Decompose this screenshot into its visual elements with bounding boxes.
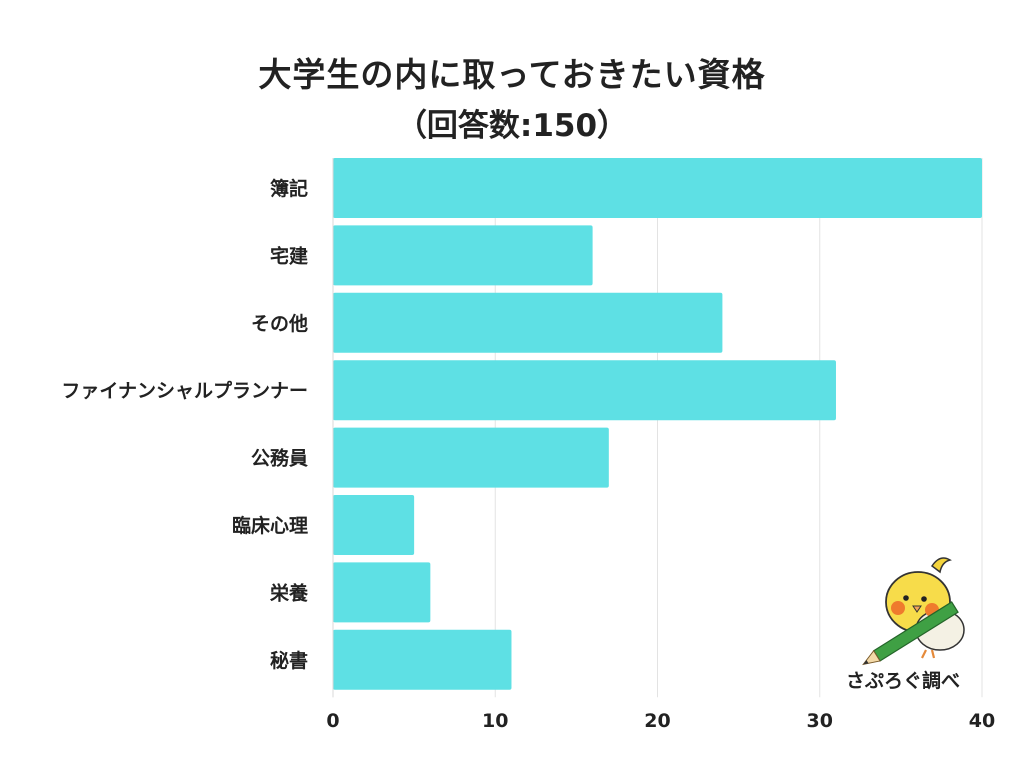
category-label: 宅建	[270, 244, 308, 267]
category-label: その他	[251, 312, 308, 335]
category-label: 公務員	[251, 447, 308, 470]
bar	[333, 292, 723, 353]
bar	[333, 562, 431, 623]
category-label: 簿記	[270, 177, 308, 200]
x-tick-label: 40	[969, 710, 995, 732]
source-credit: さぷろぐ調べ	[846, 670, 961, 692]
bar	[333, 360, 836, 421]
x-tick-label: 20	[644, 710, 670, 732]
category-label: 栄養	[269, 581, 309, 604]
bar	[333, 495, 415, 555]
category-label: 臨床心理	[232, 514, 308, 537]
bar	[333, 629, 512, 690]
x-tick-label: 10	[482, 710, 508, 732]
chart-title: 大学生の内に取っておきたい資格	[258, 55, 766, 94]
bar	[333, 158, 982, 218]
x-tick-label: 30	[807, 710, 833, 732]
bar	[333, 427, 609, 488]
x-tick-label: 0	[326, 710, 339, 732]
bar	[333, 225, 593, 286]
category-label: 秘書	[270, 649, 308, 672]
chart-subtitle: （回答数:150）	[395, 108, 629, 144]
category-label: ファイナンシャルプランナー	[61, 379, 308, 402]
bird-with-pencil-icon	[862, 557, 965, 666]
